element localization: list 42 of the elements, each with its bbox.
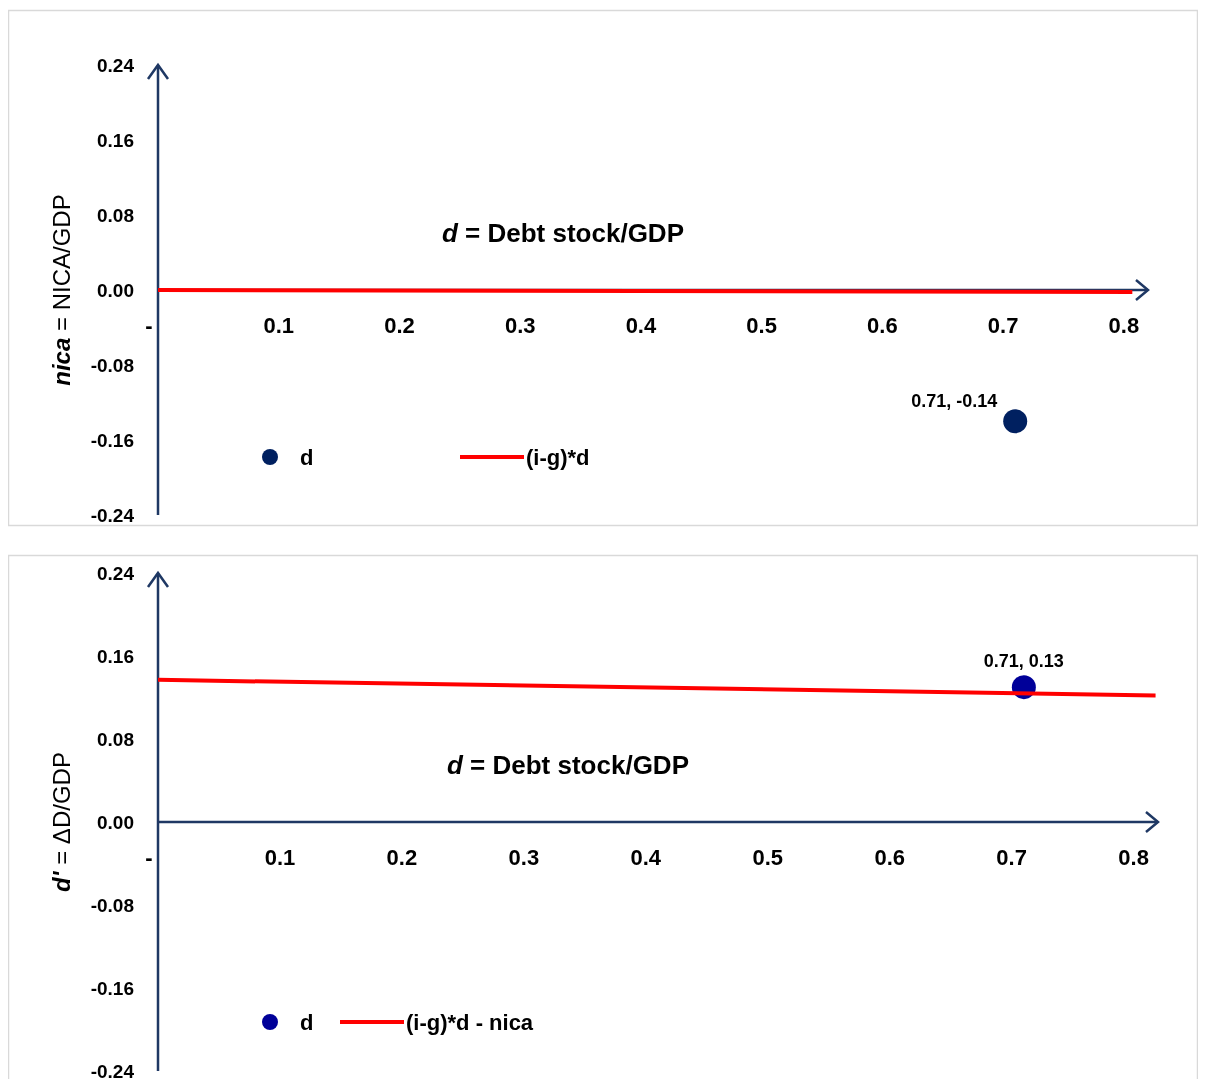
y-tick-label: 0.16: [97, 646, 134, 667]
y-axis-title: d' = ΔD/GDP: [48, 752, 75, 892]
legend-label: d: [300, 445, 314, 470]
data-label: 0.71, 0.13: [983, 651, 1064, 672]
y-tick-label: -0.16: [90, 978, 134, 999]
y-tick-label: 0.24: [97, 55, 135, 76]
x-tick-label: 0.7: [987, 313, 1019, 338]
x-tick-label: 0.2: [386, 845, 418, 870]
x-tick-label: 0.8: [1108, 313, 1140, 338]
legend-label: (i-g)*d: [526, 445, 590, 470]
x-tick-label: 0.8: [1118, 845, 1149, 870]
legend-label: (i-g)*d - nica: [406, 1010, 534, 1035]
x-tick-label: 0.7: [996, 845, 1027, 870]
y-tick-label: 0.08: [97, 729, 134, 750]
x-tick-label: 0.1: [264, 845, 296, 870]
y-tick-label: 0.00: [97, 280, 134, 301]
x-tick-label: 0.5: [746, 313, 777, 338]
y-tick-label: 0.00: [97, 812, 134, 833]
x-tick-label: 0.4: [630, 845, 662, 870]
x-tick-label: 0.4: [625, 313, 657, 338]
y-tick-label: 0.24: [97, 563, 135, 584]
legend-label: d: [300, 1010, 314, 1035]
x-tick-label: -: [145, 313, 153, 338]
x-tick-label: 0.2: [384, 313, 415, 338]
x-tick-label: 0.6: [867, 313, 898, 338]
x-tick-label: -: [145, 845, 153, 870]
y-tick-label: -0.24: [90, 1061, 135, 1079]
data-label: 0.71, -0.14: [911, 391, 998, 412]
y-tick-label: -0.08: [90, 355, 134, 376]
x-tick-label: 0.3: [508, 845, 540, 870]
y-tick-label: 0.08: [97, 205, 134, 226]
y-tick-label: -0.24: [90, 505, 135, 526]
x-axis-title: d = Debt stock/GDP: [446, 750, 690, 780]
y-axis-title: nica = NICA/GDP: [48, 194, 75, 386]
x-axis-title: d = Debt stock/GDP: [441, 218, 685, 248]
y-tick-label: 0.16: [97, 130, 134, 151]
y-tick-label: -0.16: [90, 430, 134, 451]
y-tick-label: -0.08: [90, 895, 134, 916]
x-tick-label: 0.6: [874, 845, 905, 870]
x-tick-label: 0.5: [752, 845, 784, 870]
x-tick-label: 0.3: [504, 313, 536, 338]
x-tick-label: 0.1: [263, 313, 295, 338]
